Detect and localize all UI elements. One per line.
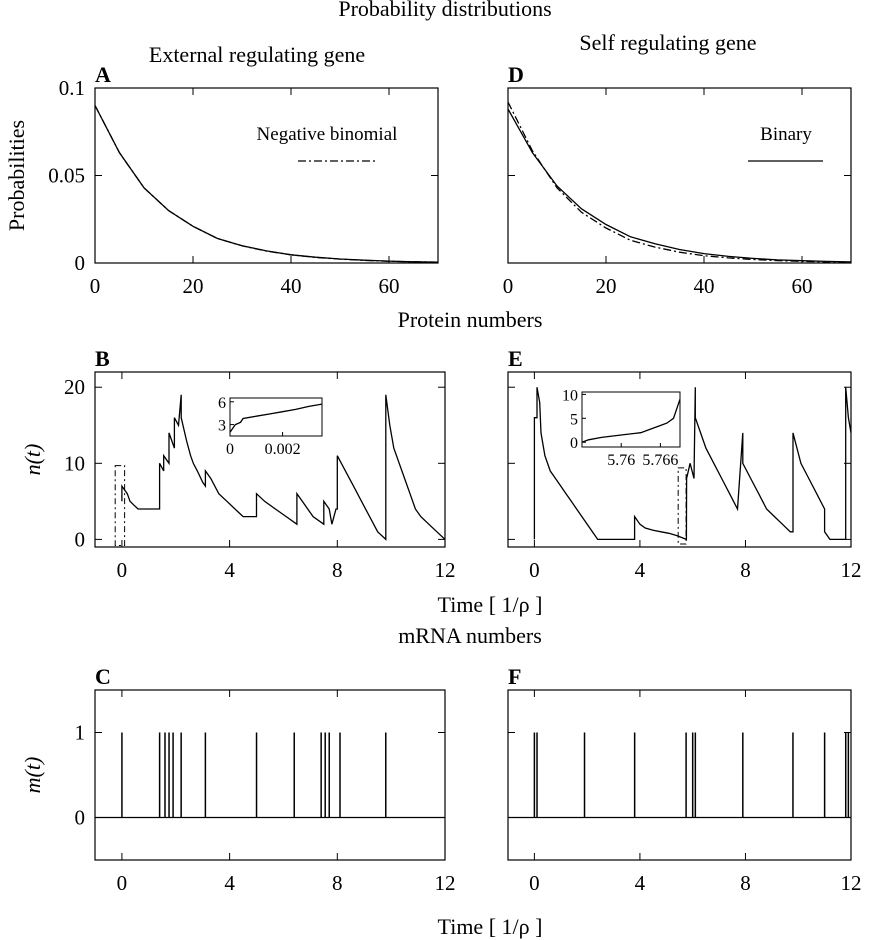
panel-b: B 0 4 8 12 0 10 20 n(t) 0 0.002 3 6 [20, 346, 456, 582]
x-tick-label: 0 [529, 871, 540, 895]
inset-x-tick-label: 5.76 [607, 452, 635, 469]
panel-e: E 0 4 8 12 5.76 5.766 0 5 10 [507, 346, 862, 582]
plot-frame [507, 371, 852, 548]
panel-a: A 0 20 40 60 0 0.05 0.1 Probabilities Negative bi… [4, 62, 439, 298]
y-tick-label: 1 [75, 721, 86, 745]
x-tick-label: 0 [117, 558, 128, 582]
x-tick-label: 12 [435, 871, 456, 895]
inset-x-tick-label: 5.766 [642, 452, 678, 469]
y-tick-label: 20 [64, 375, 85, 399]
plot-frame [507, 87, 852, 264]
zoom-marker [677, 467, 687, 545]
inset: 0 0.002 3 6 [218, 395, 323, 458]
x-tick-label: 60 [792, 274, 813, 298]
series-line [508, 108, 851, 263]
time-label-middle: Time [ 1/ρ ] [438, 592, 543, 617]
x-tick-label: 0 [503, 274, 514, 298]
x-tick-label: 8 [740, 871, 751, 895]
inset-series-line [581, 398, 681, 443]
x-tick-label: 40 [694, 274, 715, 298]
x-tick-label: 4 [224, 558, 235, 582]
x-tick-label: 8 [740, 558, 751, 582]
plot-frame [94, 371, 446, 548]
x-tick-label: 4 [635, 558, 646, 582]
x-tick-label: 0 [117, 871, 128, 895]
panel-label: A [95, 62, 111, 87]
legend-label: Binary [760, 124, 812, 145]
mrna-numbers-header: mRNA numbers [398, 623, 542, 648]
inset-x-tick-label: 0 [226, 441, 234, 458]
zoom-marker [114, 465, 126, 546]
inset-y-tick-label: 0 [570, 435, 578, 452]
inset-series-line [229, 403, 323, 433]
x-tick-label: 12 [841, 871, 862, 895]
panel-d: D 0 20 40 60 Binary [503, 62, 852, 298]
y-axis-label: m(t) [20, 757, 45, 794]
panel-label: D [508, 62, 524, 87]
panel-label: F [508, 664, 521, 689]
plot-frame [94, 689, 446, 861]
panel-f: F 0 4 8 12 [507, 664, 862, 895]
inset-frame [229, 397, 323, 437]
inset-x-tick-label: 0.002 [265, 441, 301, 458]
y-tick-label: 0.1 [59, 76, 85, 100]
y-tick-label: 0 [75, 806, 86, 830]
inset-y-tick-label: 10 [562, 387, 578, 404]
y-tick-label: 0 [75, 527, 86, 551]
x-tick-label: 0 [529, 558, 540, 582]
column-title-self: Self regulating gene [579, 30, 756, 55]
inset-y-tick-label: 6 [218, 395, 226, 412]
plot-frame [94, 87, 439, 264]
x-tick-label: 40 [281, 274, 302, 298]
x-tick-label: 4 [635, 871, 646, 895]
x-tick-label: 8 [332, 871, 343, 895]
column-title-external: External regulating gene [149, 42, 365, 67]
x-tick-label: 0 [90, 274, 101, 298]
time-label-bottom: Time [ 1/ρ ] [438, 914, 543, 939]
protein-numbers-header: Protein numbers [398, 307, 543, 332]
inset-y-tick-label: 5 [570, 411, 578, 428]
x-tick-label: 12 [841, 558, 862, 582]
x-tick-label: 60 [379, 274, 400, 298]
panel-c: C 0 4 8 12 0 1 m(t) [20, 664, 456, 895]
y-tick-label: 0 [75, 251, 86, 275]
x-tick-label: 12 [435, 558, 456, 582]
plot-frame [507, 689, 852, 861]
y-axis-label: Probabilities [4, 120, 29, 231]
inset: 5.76 5.766 0 5 10 [562, 387, 681, 469]
figure-title: Probability distributions [338, 0, 551, 21]
x-tick-label: 8 [332, 558, 343, 582]
series-line [533, 387, 851, 541]
inset-y-tick-label: 3 [218, 418, 226, 435]
series-line [121, 394, 445, 541]
y-tick-label: 10 [64, 451, 85, 475]
series-line [95, 105, 438, 263]
panel-label: E [508, 346, 523, 371]
x-tick-label: 20 [183, 274, 204, 298]
x-tick-label: 20 [596, 274, 617, 298]
y-tick-label: 0.05 [48, 164, 85, 188]
y-axis-label: n(t) [20, 444, 45, 476]
panel-label: C [95, 664, 111, 689]
series-line [508, 101, 851, 263]
legend-label: Negative binomial [257, 124, 398, 145]
panel-label: B [95, 346, 110, 371]
x-tick-label: 4 [224, 871, 235, 895]
